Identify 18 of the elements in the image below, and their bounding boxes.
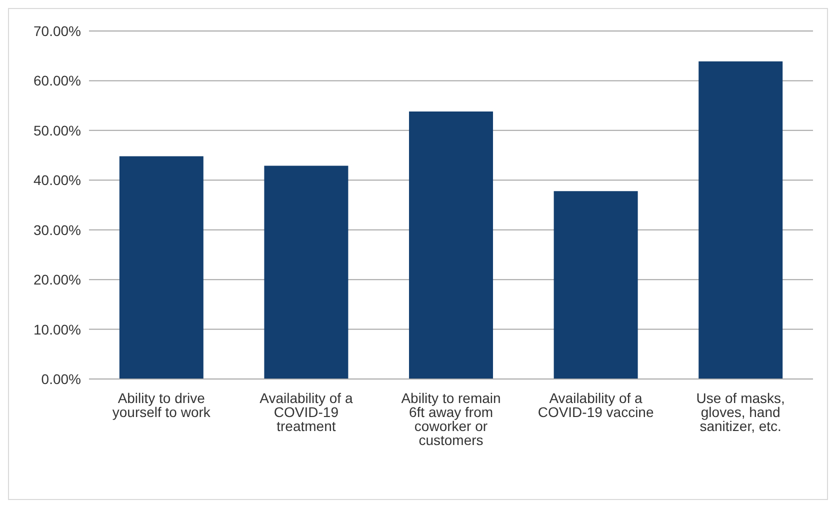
- x-tick-label: Ability to drive yourself to work: [112, 390, 212, 420]
- x-tick-label: Use of masks, gloves, hand sanitizer, etc.: [696, 390, 785, 434]
- x-tick-label: Ability to remain 6ft away from coworker or customers: [401, 390, 501, 448]
- x-tick-label: Availability of a COVID-19 vaccine: [538, 390, 654, 420]
- y-tick-label: 40.00%: [34, 172, 81, 188]
- y-tick-label: 0.00%: [41, 370, 81, 387]
- bar: [264, 166, 348, 379]
- bar: [554, 191, 638, 379]
- bar: [409, 112, 494, 379]
- y-tick-label: 30.00%: [34, 222, 81, 238]
- y-tick-label: 20.00%: [34, 272, 81, 288]
- y-tick-label: 60.00%: [34, 72, 81, 89]
- y-tick-label: 70.00%: [34, 22, 81, 39]
- x-tick-label: Availability of a COVID-19 treatment: [260, 390, 353, 434]
- bar: [119, 156, 204, 379]
- bar: [698, 61, 783, 379]
- y-tick-label: 50.00%: [34, 122, 81, 138]
- y-tick-label: 10.00%: [34, 321, 81, 338]
